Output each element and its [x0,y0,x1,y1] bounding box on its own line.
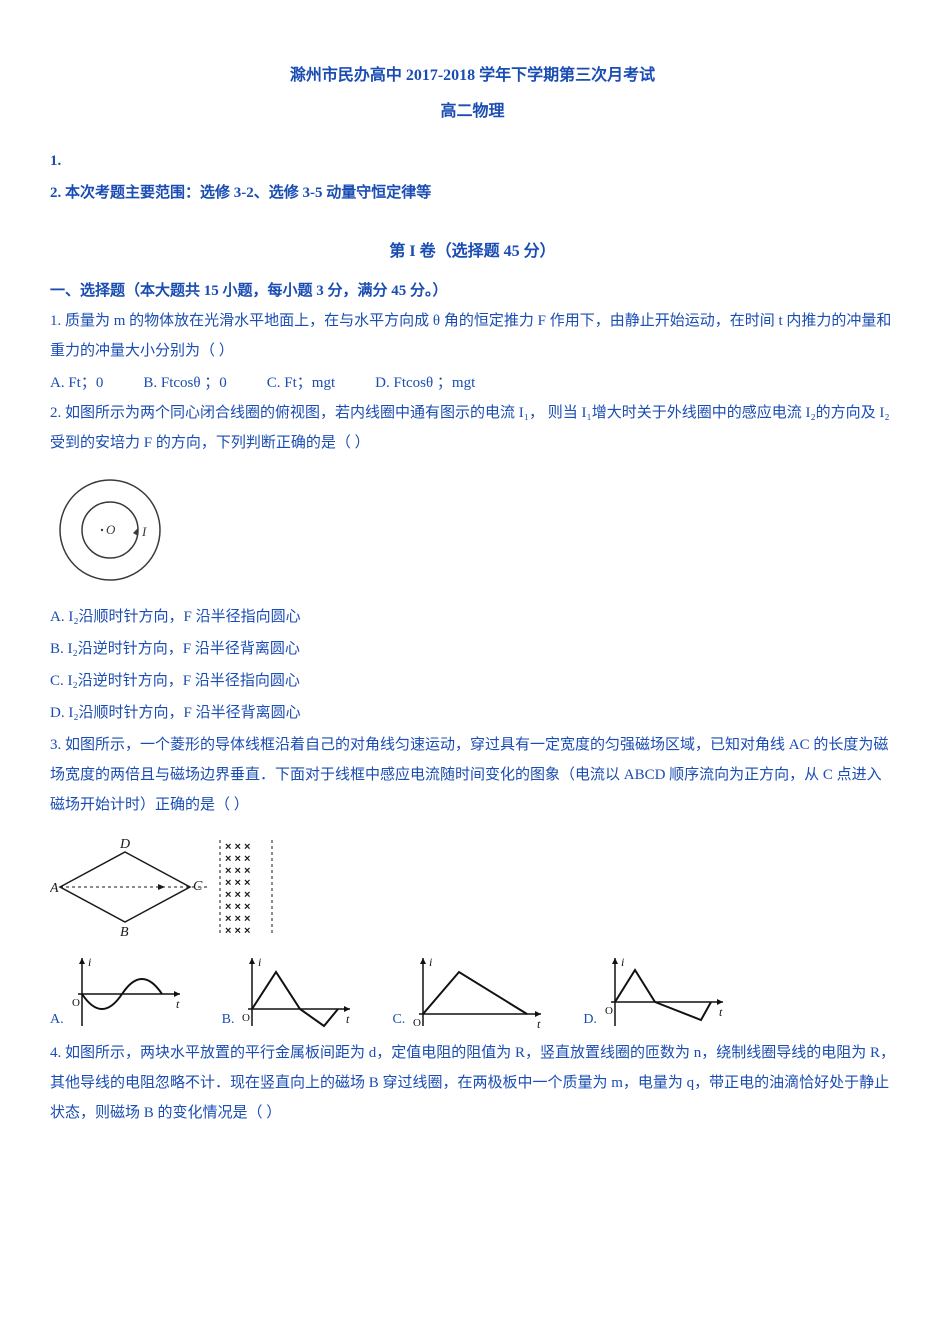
svg-text:i: i [429,955,432,969]
q3-opt-d-label: D. [583,1006,597,1034]
svg-text:O: O [413,1017,421,1029]
svg-text:t: t [176,997,180,1011]
graph-c-icon: i t O [409,954,549,1034]
svg-text:× × ×: × × × [225,913,250,925]
q3-opt-c-label: C. [392,1006,405,1034]
svg-text:O: O [605,1005,613,1017]
q4-text: 4. 如图所示，两块水平放置的平行金属板间距为 d，定值电阻的阻值为 R，竖直放… [50,1038,895,1128]
svg-text:i: i [88,955,91,969]
svg-text:O: O [242,1012,250,1024]
q2-text: 2. 如图所示为两个同心闭合线圈的俯视图，若内线圈中通有图示的电流 I₁， 则当… [50,398,895,458]
q3-figure: A B C D × × × × × × × × × × × × × × × × … [50,832,895,942]
svg-text:× × ×: × × × [225,865,250,877]
q3-opt-d-group: D. i t O [583,954,731,1034]
svg-text:t: t [719,1005,723,1019]
rhombus-field-icon: A B C D × × × × × × × × × × × × × × × × … [50,832,280,942]
svg-text:i: i [258,955,261,969]
q2-opt-a: A. I₂沿顺时针方向，F 沿半径指向圆心 [50,602,895,632]
graph-b-icon: i t O [238,954,358,1034]
q2-opt-d: D. I₂沿顺时针方向，F 沿半径背离圆心 [50,698,895,728]
svg-text:× × ×: × × × [225,853,250,865]
svg-text:A: A [50,881,59,896]
q3-opt-b-group: B. i t O [222,954,359,1034]
svg-text:O: O [72,997,80,1009]
svg-text:× × ×: × × × [225,841,250,853]
note-2: 2. 本次考题主要范围：选修 3-2、选修 3-5 动量守恒定律等 [50,178,895,208]
svg-text:i: i [621,955,624,969]
svg-text:× × ×: × × × [225,889,250,901]
graph-a-icon: i t O [68,954,188,1034]
q3-opt-a-label: A. [50,1006,64,1034]
svg-text:t: t [537,1017,541,1031]
q1-opt-a: A. Ft；0 [50,368,103,398]
svg-text:× × ×: × × × [225,877,250,889]
exam-subtitle: 高二物理 [50,96,895,128]
part1-head: 第 I 卷（选择题 45 分） [50,236,895,268]
q3-opt-a-group: A. i t O [50,954,188,1034]
concentric-circles-icon: O I [50,470,180,590]
q3-opt-c-group: C. i t O [392,954,549,1034]
svg-text:D: D [119,837,130,852]
q1-text: 1. 质量为 m 的物体放在光滑水平地面上，在与水平方向成 θ 角的恒定推力 F… [50,306,895,366]
svg-text:B: B [120,925,129,940]
q3-text: 3. 如图所示，一个菱形的导体线框沿着自己的对角线匀速运动，穿过具有一定宽度的匀… [50,730,895,820]
q2-figure: O I [50,470,895,590]
q1-opt-b: B. Ftcosθ ；0 [143,368,226,398]
i-label: I [141,524,147,539]
q3-opt-b-label: B. [222,1006,235,1034]
q2-opt-b: B. I₂沿逆时针方向，F 沿半径背离圆心 [50,634,895,664]
o-label: O [106,522,116,537]
graph-d-icon: i t O [601,954,731,1034]
svg-text:t: t [346,1012,350,1026]
q1-options: A. Ft；0 B. Ftcosθ ；0 C. Ft；mgt D. Ftcosθ… [50,368,895,398]
svg-text:C: C [193,879,203,894]
q1-opt-d: D. Ftcosθ ；mgt [375,368,475,398]
svg-text:× × ×: × × × [225,925,250,937]
mc-head: 一、选择题（本大题共 15 小题，每小题 3 分，满分 45 分。） [50,276,895,306]
q2-opt-c: C. I₂沿逆时针方向，F 沿半径指向圆心 [50,666,895,696]
note-1: 1. [50,146,895,176]
q1-opt-c: C. Ft；mgt [267,368,335,398]
q3-graph-options: A. i t O B. i t O C. [50,954,895,1034]
svg-text:× × ×: × × × [225,901,250,913]
exam-title: 滁州市民办高中 2017-2018 学年下学期第三次月考试 [50,60,895,92]
